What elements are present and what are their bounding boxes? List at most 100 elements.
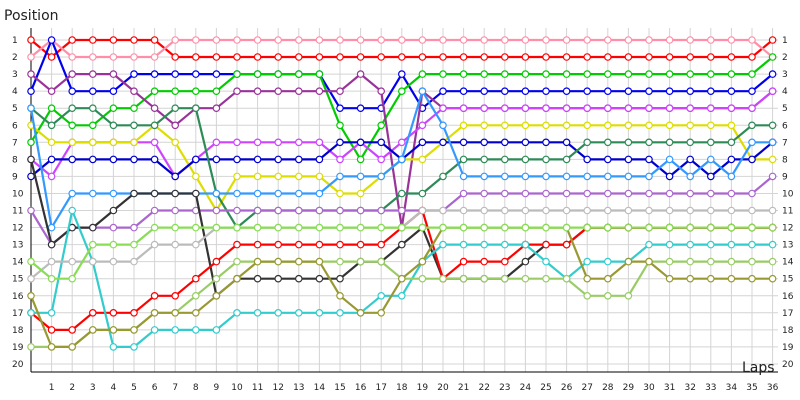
series-point [150,189,159,198]
series-point [480,53,489,61]
series-point [253,206,262,215]
series-point [542,121,550,130]
series-point [130,223,138,232]
series-point [192,308,200,317]
series-point [748,155,756,164]
series-point [706,172,715,181]
axis-layer: Position Laps [4,8,778,376]
series-point [439,36,447,44]
series-point [562,206,571,215]
x-tick-label: 29 [623,383,635,393]
series-point [274,240,283,249]
series-point [542,138,550,147]
series-point [109,223,118,232]
series-point [253,240,262,249]
x-tick-label: 6 [152,383,158,393]
series-point [603,189,612,198]
series-point [500,87,509,96]
series-point [171,172,180,181]
series-point [562,121,571,130]
series-point [521,138,530,147]
series-point [459,189,468,198]
x-tick-label: 31 [664,383,675,393]
series-point [480,189,489,198]
series-point [645,53,653,61]
y-tick-label-left: 19 [12,343,24,353]
series-point [583,121,592,130]
series-point [624,138,633,147]
series-point [253,138,262,147]
series-point [768,87,777,96]
series-point [294,70,303,78]
series-point [480,138,489,147]
y-tick-label-right: 6 [782,121,788,131]
series-point [89,257,97,266]
x-tick-label: 21 [458,383,469,393]
series-point [253,172,262,181]
series-point [686,138,695,147]
series-point [500,172,509,181]
series-point [68,104,77,113]
series-point [727,87,736,96]
series-point [171,53,180,61]
series-point [418,223,427,232]
series-point [562,274,571,283]
series-point [212,206,221,215]
series-point [603,70,612,78]
series-point [542,172,550,181]
x-tick-label: 9 [214,383,220,393]
series-point [294,274,303,283]
series-point [768,121,777,130]
series-point [171,104,180,113]
series-point [665,240,674,249]
series-point [521,36,530,44]
series-point [68,138,77,147]
series-point [562,138,571,147]
series-point [233,172,241,181]
series-point [47,121,56,130]
series-point [294,138,303,147]
series-point [130,257,138,266]
series-point [686,206,695,215]
y-tick-label-right: 5 [782,104,788,114]
series-point [47,257,56,266]
y-tick-label-left: 20 [12,360,24,370]
series-point [315,257,324,266]
series-point [315,308,324,317]
series-point [253,87,262,96]
series-point [768,274,777,283]
series-point [459,53,468,61]
series-point [480,206,489,215]
y-tick-label-right: 16 [782,292,794,302]
series-point [130,87,138,96]
series-point [171,189,180,198]
series-point [624,257,633,266]
series-point [665,274,674,283]
series-point [686,240,695,249]
x-tick-label: 3 [90,383,96,393]
series-point [377,138,386,147]
series-point [665,223,674,232]
series-point [583,155,592,164]
series-point [192,291,200,300]
series-point [542,274,550,283]
series-point [706,206,715,215]
series-point [603,87,612,96]
series-point [459,36,468,44]
series-point [706,223,715,232]
series-point [583,104,592,113]
series-point [459,121,468,130]
series-point [748,240,756,249]
series-point [418,121,427,130]
series-point [192,104,200,113]
series-point [665,121,674,130]
series-point [542,189,550,198]
series-point [645,70,653,78]
series-point [397,189,406,198]
x-tick-label: 30 [643,383,655,393]
series-point [397,223,406,232]
series-point [521,87,530,96]
series-point [748,206,756,215]
series-point [439,240,447,249]
